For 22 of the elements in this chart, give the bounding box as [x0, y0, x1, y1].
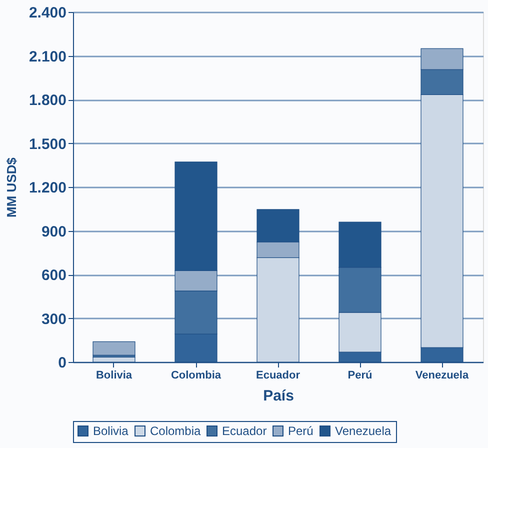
y-axis-title: MM USD$ — [4, 156, 19, 218]
y-tick-label: 600 — [41, 267, 66, 284]
legend-label: Bolivia — [93, 424, 129, 438]
x-tick-label: Ecuador — [256, 370, 301, 382]
x-tick-label: Colombia — [170, 370, 222, 382]
legend-label: Colombia — [150, 424, 202, 438]
x-tick-label: Perú — [348, 370, 372, 382]
legend-label: Ecuador — [222, 424, 267, 438]
y-tick-label: 0 — [58, 354, 66, 372]
y-tick-label: 1.800 — [28, 92, 66, 109]
y-tick-label: 1.200 — [28, 180, 66, 196]
y-tick-label: 300 — [41, 310, 66, 328]
x-tick-label: Bolivia — [96, 370, 133, 382]
y-tick-label: 1.500 — [28, 136, 66, 153]
y-tick-label: 2.400 — [28, 4, 66, 22]
legend-label: Venezuela — [335, 424, 392, 438]
bar — [92, 341, 136, 356]
legend-label: Perú — [288, 424, 314, 438]
y-tick-label: 900 — [41, 223, 66, 240]
x-tick-label: Venezuela — [415, 370, 470, 382]
x-axis-title: País — [263, 388, 294, 404]
y-tick-label: 2.100 — [28, 48, 66, 66]
